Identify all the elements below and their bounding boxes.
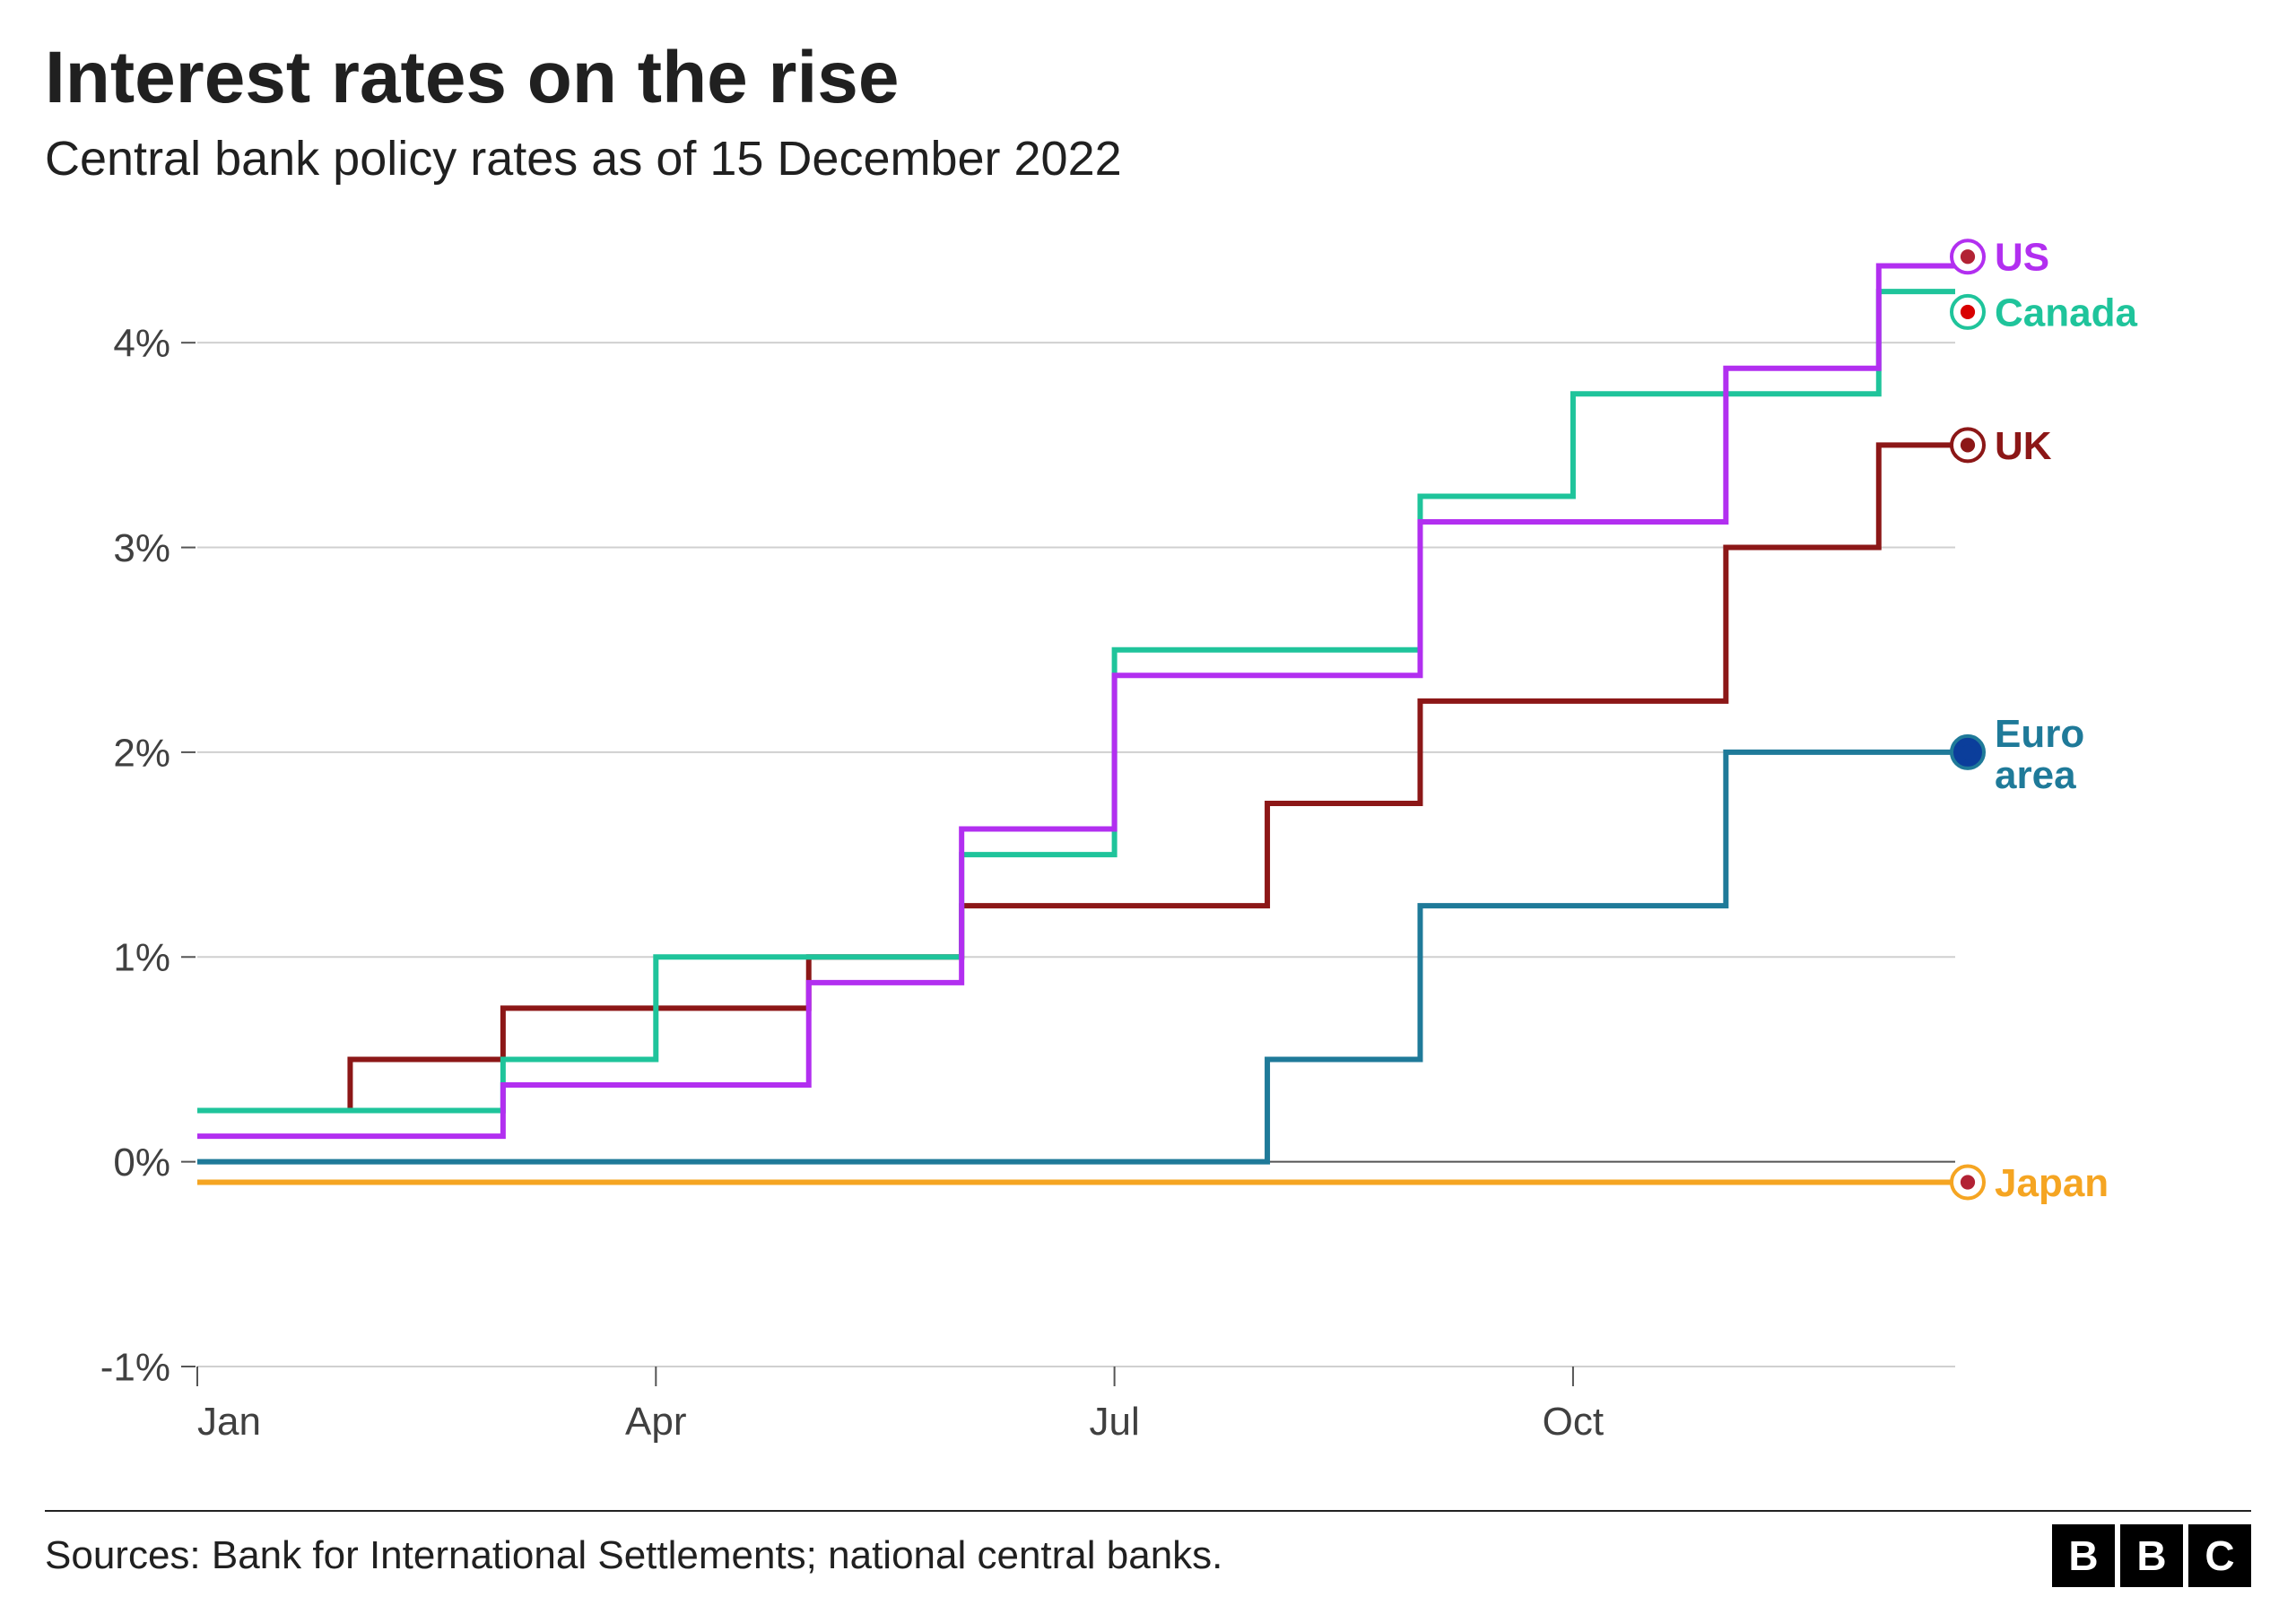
svg-text:3%: 3% xyxy=(113,526,170,570)
chart-area: -1% 0% 1% 2% 3% 4% Jan Apr Jul Oct Japan Euroarea UK… xyxy=(45,213,2251,1492)
bbc-logo: BBC xyxy=(2052,1524,2251,1587)
svg-text:4%: 4% xyxy=(113,322,170,366)
series-label-us: US xyxy=(1995,236,2049,280)
svg-text:2%: 2% xyxy=(113,732,170,776)
series-label-japan: Japan xyxy=(1995,1161,2109,1205)
bbc-logo-block: C xyxy=(2188,1524,2251,1587)
series-label-euro-area: area xyxy=(1995,753,2076,797)
svg-text:Jan: Jan xyxy=(197,1400,261,1444)
chart-title: Interest rates on the rise xyxy=(45,36,2251,120)
step-line-chart: -1% 0% 1% 2% 3% 4% Jan Apr Jul Oct Japan Euroarea UK… xyxy=(45,213,2251,1492)
footer-divider xyxy=(45,1510,2251,1512)
series-label-canada: Canada xyxy=(1995,291,2137,335)
chart-subtitle: Central bank policy rates as of 15 Decem… xyxy=(45,131,2251,187)
series-label-uk: UK xyxy=(1995,424,2052,468)
svg-text:Jul: Jul xyxy=(1089,1400,1139,1444)
bbc-logo-block: B xyxy=(2052,1524,2115,1587)
svg-text:Apr: Apr xyxy=(625,1400,686,1444)
svg-text:1%: 1% xyxy=(113,936,170,980)
series-line-uk xyxy=(197,446,1955,1111)
bbc-logo-block: B xyxy=(2120,1524,2183,1587)
svg-text:0%: 0% xyxy=(113,1141,170,1184)
svg-text:-1%: -1% xyxy=(100,1346,170,1390)
sources-text: Sources: Bank for International Settleme… xyxy=(45,1533,1222,1578)
series-label-euro-area: Euro xyxy=(1995,712,2084,756)
svg-text:Oct: Oct xyxy=(1543,1400,1604,1444)
